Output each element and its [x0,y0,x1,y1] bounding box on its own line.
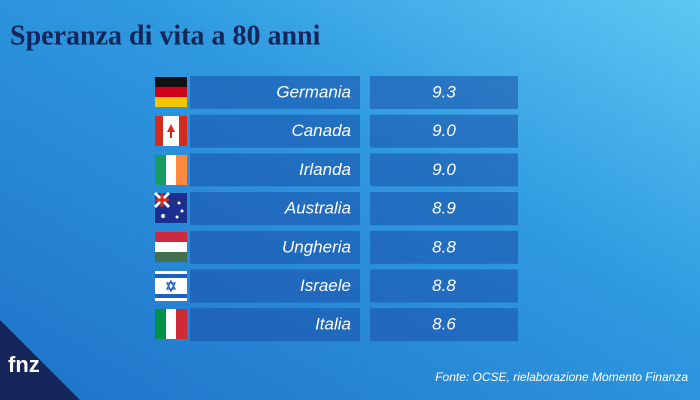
value-label: 8.6 [432,315,456,334]
country-cell [190,269,360,303]
flag-israel [155,271,187,301]
country-label: Canada [291,121,351,140]
country-cell [190,230,360,264]
country-cell [190,308,360,342]
logo: fnz [8,352,40,377]
value-label: 9.0 [432,160,456,179]
value-label: 9.3 [432,82,456,101]
flag-ireland [155,155,187,185]
flags [153,77,187,339]
country-label: Irlanda [299,160,351,179]
country-cell [190,114,360,148]
value-cell [370,230,518,264]
flag-italy [155,309,187,339]
table: Germania 9.3 Canada 9.0 Irlanda 9.0 Australia 8… [190,76,518,342]
value-cell [370,269,518,303]
title: Speranza di vita a 80 anni [10,20,321,51]
source: Fonte: OCSE, rielaborazione Momento Fina… [435,370,688,384]
flag-germany [155,77,187,107]
value-cell [370,308,518,342]
country-cell [190,76,360,109]
value-cell [370,114,518,148]
country-label: Israele [300,276,351,295]
value-label: 8.8 [432,237,456,256]
logo-background [0,320,80,400]
flag-canada [155,116,187,146]
value-label: 8.9 [432,199,456,218]
value-cell [370,153,518,187]
value-label: 8.8 [432,276,456,295]
flag-hungary [155,232,187,262]
flag-australia [153,191,187,223]
value-cell [370,76,518,109]
country-label: Ungheria [282,237,351,256]
country-label: Italia [315,315,351,334]
country-cell [190,192,360,226]
country-label: Germania [276,82,351,101]
value-label: 9.0 [432,121,456,140]
value-cell [370,192,518,226]
country-label: Australia [284,199,351,218]
country-cell [190,153,360,187]
